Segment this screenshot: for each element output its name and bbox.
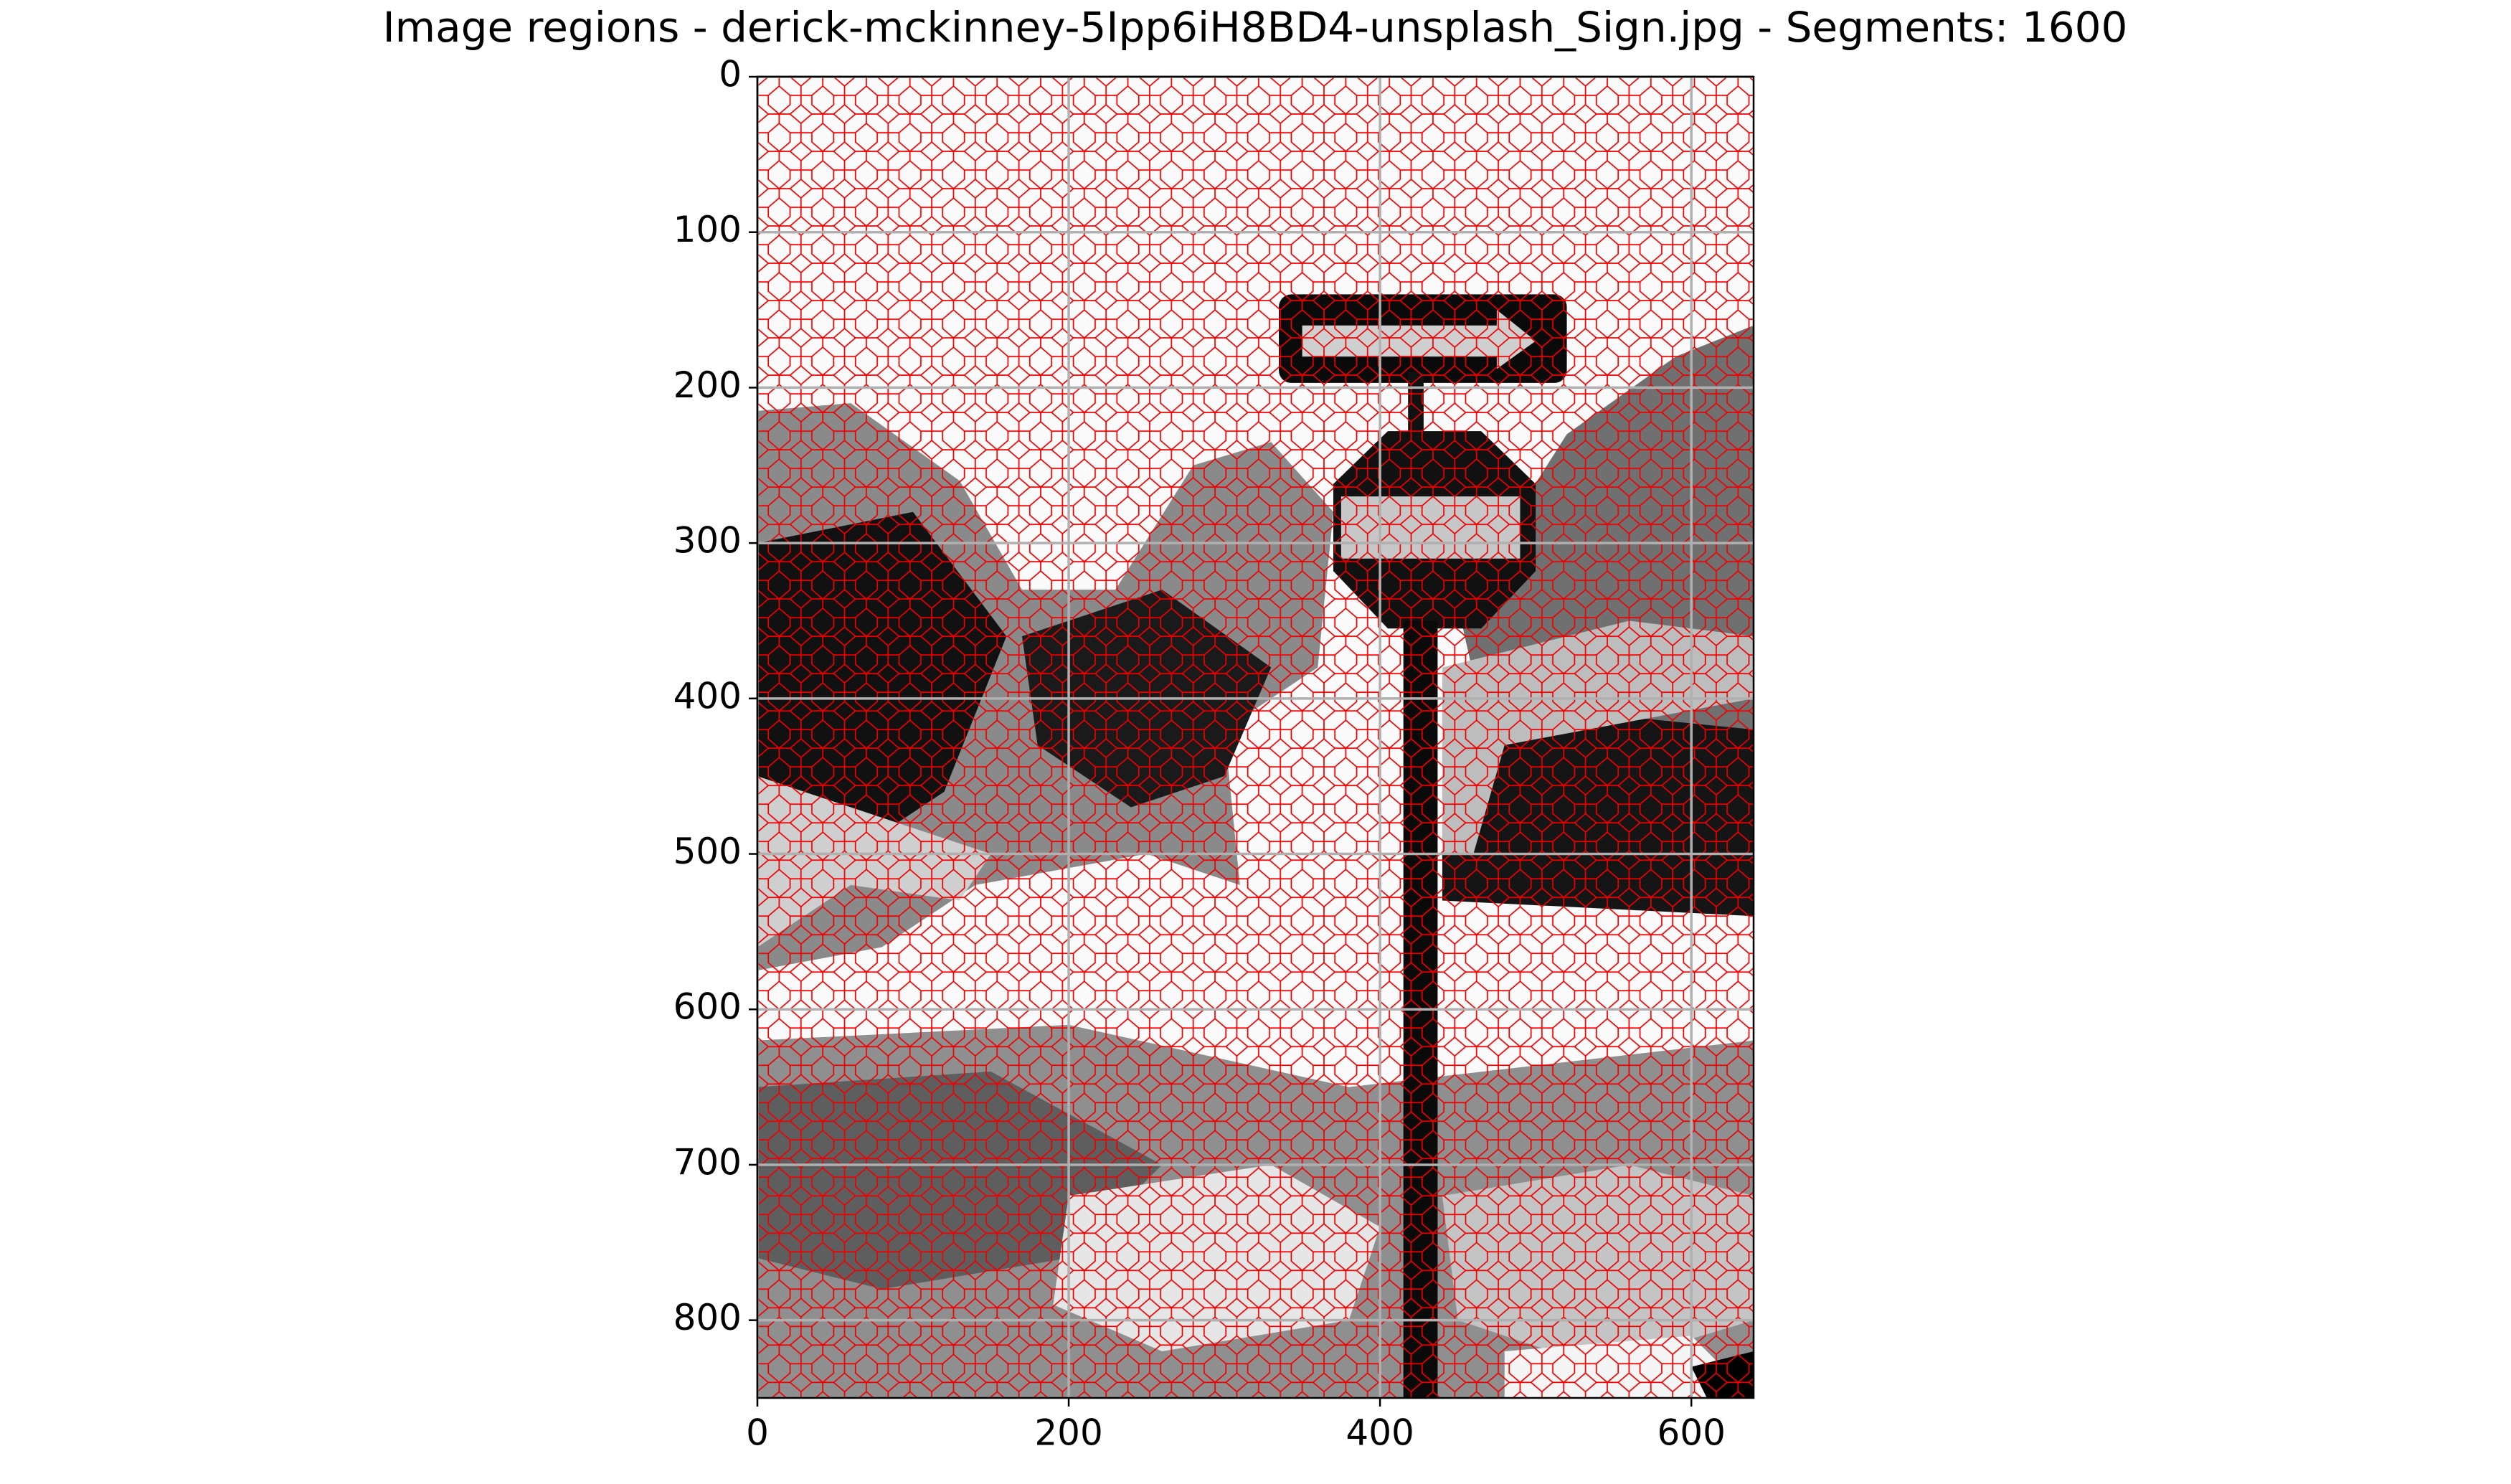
y-tick-label: 300 [673, 520, 742, 562]
y-tick-label: 100 [673, 209, 742, 250]
y-tick-label: 400 [673, 675, 742, 717]
x-tick-label: 600 [1657, 1412, 1725, 1454]
y-tick-label: 600 [673, 986, 742, 1028]
segmented-image [757, 77, 1754, 1398]
x-tick-label: 200 [1034, 1412, 1102, 1454]
y-tick-label: 500 [673, 831, 742, 872]
axes-frame [756, 75, 1755, 1399]
y-tick-label: 700 [673, 1141, 742, 1183]
y-tick-label: 200 [673, 364, 742, 406]
y-tick-label: 800 [673, 1297, 742, 1338]
y-tick-label: 0 [719, 54, 742, 95]
x-tick-label: 400 [1346, 1412, 1414, 1454]
chart-title: Image regions - derick-mckinney-5Ipp6iH8… [383, 3, 2128, 52]
x-tick-label: 0 [746, 1412, 769, 1454]
